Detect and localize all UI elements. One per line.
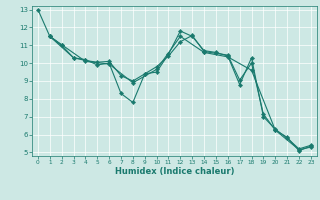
X-axis label: Humidex (Indice chaleur): Humidex (Indice chaleur) — [115, 167, 234, 176]
